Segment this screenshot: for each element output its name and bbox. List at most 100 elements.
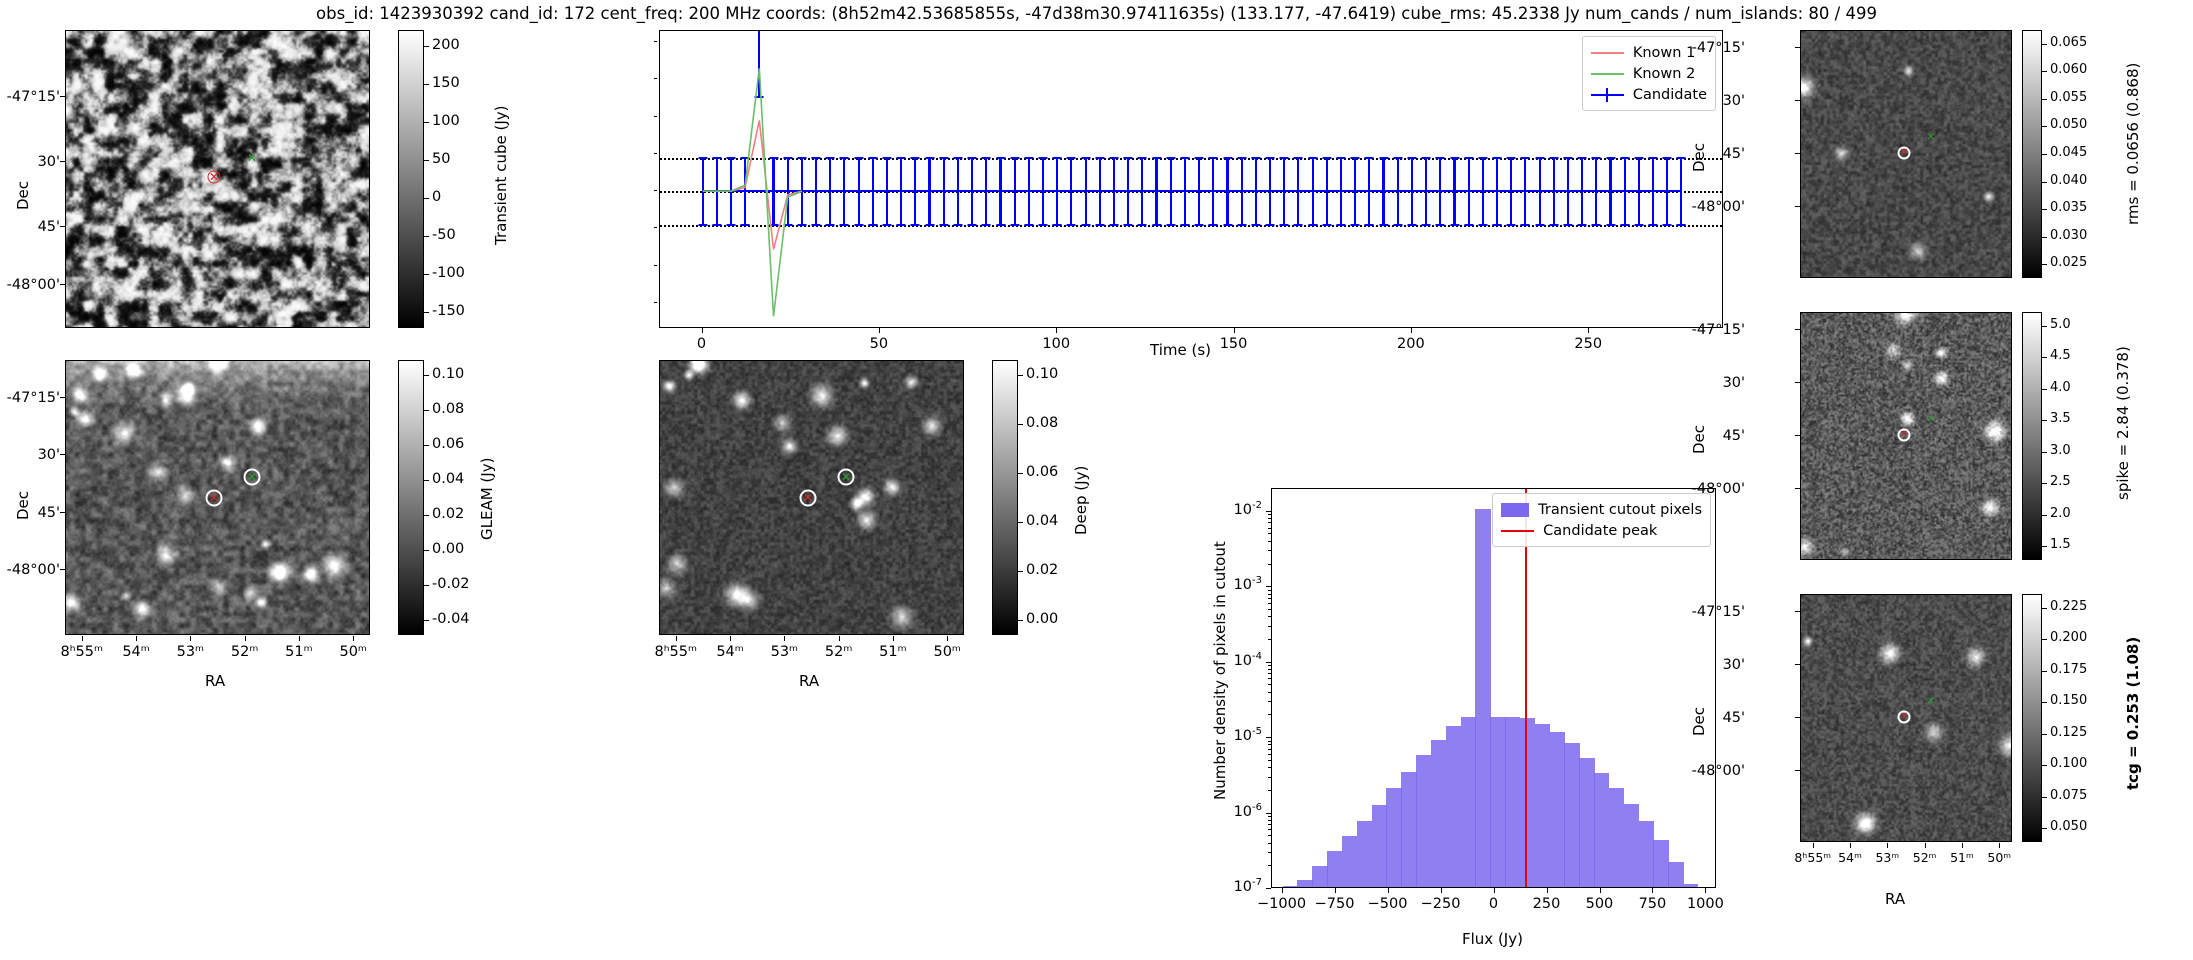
dec-tick-label: -48°00' [6,562,60,578]
candidate-errorbar [1524,157,1527,225]
candidate-errorbar [971,157,974,225]
panel-rms[interactable]: ✕ ✕ [1800,30,2012,278]
histogram-bar [1445,725,1462,887]
known-source-marker: ✕ [1926,132,1936,143]
colorbar-tick-label: 5.0 [2050,316,2071,332]
candidate-errorbar-cap [1279,156,1289,159]
candidate-errorbar [1510,157,1513,225]
histogram-bar [1341,836,1358,887]
ra-axis-label: RA [1885,890,1906,908]
candidate-errorbar [1098,157,1101,225]
dec-tick-label: -47°15' [1691,322,1745,338]
colorbar-tick [2042,639,2047,641]
candidate-errorbar [815,157,818,225]
candidate-errorbar-cap [1024,156,1034,159]
dec-axis-label: Dec [14,490,32,520]
ra-tick [1999,843,2001,848]
candidate-errorbar-cap [1506,223,1516,227]
flux-tick-label: −1000 [1257,896,1307,912]
candidate-errorbar-cap [1265,223,1275,227]
histogram-y-minor-tick [1268,527,1271,529]
flux-tick [1599,888,1601,893]
colorbar-tick-label: 0.175 [2050,661,2088,677]
time-tick-label: 100 [1042,336,1071,352]
candidate-errorbar [1056,157,1059,225]
candidate-errorbar-cap [1265,156,1275,159]
candidate-errorbar-cap [967,156,977,159]
histogram-bar [1668,861,1684,887]
candidate-errorbar [1297,157,1300,225]
panel-transient-cube[interactable]: ✕ ✕ [65,30,370,328]
dec-tick-label: -47°15' [6,390,60,406]
candidate-errorbar-cap [1662,223,1672,227]
colorbar-tick [2042,765,2047,767]
candidate-errorbar-cap [1166,156,1176,159]
dec-tick-label: -48°00' [1691,763,1745,779]
histogram-y-tick [1266,586,1271,588]
candidate-errorbar-cap [769,156,778,159]
histogram-y-tick-label: 10-7 [1233,877,1262,895]
colorbar-tick [424,480,429,482]
histogram-y-minor-tick [1268,665,1271,667]
candidate-errorbar-cap [1208,156,1218,159]
dec-tick-label: 30' [1722,93,1745,109]
panel-gleam[interactable]: ✕ ✕ [65,360,370,635]
candidate-errorbar [1595,157,1598,225]
candidate-errorbar-cap [868,156,878,159]
lightcurve-legend: Known 1 Known 2 Candidate [1581,36,1716,111]
candidate-errorbar [1141,157,1144,225]
ra-tick-label: 8ʰ55ᵐ [60,644,104,660]
histogram-y-tick [1266,812,1271,814]
flux-tick [1493,888,1495,893]
ra-tick-label: 50ᵐ [1987,850,2012,865]
candidate-errorbar-cap [783,223,793,227]
lightcurve-y-tick [654,152,657,154]
colorbar-tick-label: 0.00 [432,540,465,557]
colorbar-tick [1018,619,1023,621]
colorbar-tcg-label: tcg = 0.253 (1.08) [2124,636,2142,790]
histogram-bar [1594,772,1610,887]
candidate-errorbar-cap [1421,223,1431,227]
colorbar-tick-label: 0.04 [1026,513,1059,529]
candidate-errorbar-cap [1464,156,1474,159]
panel-flux-histogram[interactable]: Transient cutout pixels Candidate peak [1271,488,1716,888]
flux-tick [1652,888,1654,893]
candidate-errorbar-cap [1336,223,1346,227]
histogram-bar [1549,732,1565,887]
legend-label: Candidate peak [1543,522,1658,539]
colorbar-tick [2042,43,2047,45]
candidate-errorbar [1623,157,1626,225]
candidate-circle-marker [1897,428,1911,442]
ra-axis-label: RA [799,672,820,690]
colorbar-rms [2022,30,2042,278]
lightcurve-y-tick [654,301,657,303]
dec-tick-label: -48°00' [1691,199,1745,215]
candidate-peak-line [1524,489,1528,887]
dec-tick-label: -48°00' [1691,481,1745,497]
ra-tick [892,636,894,641]
panel-spike[interactable]: ✕ ✕ [1800,312,2012,560]
candidate-errorbar [1609,157,1612,225]
dec-tick-label: -47°15' [1691,604,1745,620]
panel-tcg[interactable]: ✕ ✕ [1800,594,2012,842]
candidate-errorbar-cap [1081,223,1091,227]
histogram-y-minor-tick [1268,514,1271,516]
panel-lightcurve[interactable]: Known 1 Known 2 Candidate [659,30,1723,328]
histogram-bar [1430,739,1447,887]
panel-deep[interactable]: ✕ ✕ [659,360,964,635]
ra-tick [1887,843,1889,848]
histogram-y-minor-tick [1268,593,1271,595]
candidate-errorbar-cap [1208,223,1218,227]
candidate-errorbar-cap [939,156,949,159]
candidate-x-marker: ✕ [1899,429,1909,440]
colorbar-tick-label: 0.030 [2050,227,2088,243]
candidate-errorbar-cap [1166,223,1176,227]
candidate-errorbar-cap [1237,156,1247,159]
colorbar-tick-label: -0.04 [432,610,470,627]
candidate-errorbar-cap [1393,223,1403,227]
ra-tick-label: 52ᵐ [1912,850,1937,865]
candidate-errorbar [1666,157,1669,225]
histogram-bar [1356,820,1373,887]
lightcurve-line-known-2 [702,68,803,317]
histogram-bar [1608,787,1625,887]
